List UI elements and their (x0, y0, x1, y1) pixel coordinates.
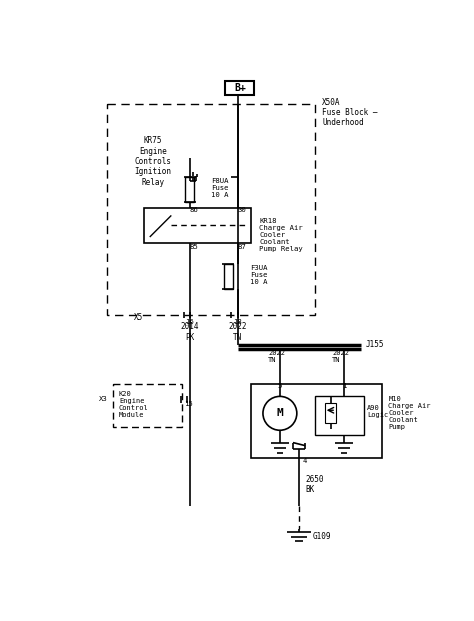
Text: 1: 1 (342, 383, 346, 389)
Text: KR18
Charge Air
Cooler
Coolant
Pump Relay: KR18 Charge Air Cooler Coolant Pump Rela… (259, 218, 303, 252)
Text: A90
Logic: A90 Logic (367, 406, 388, 419)
Bar (251, 384, 383, 458)
Bar (107, 104, 315, 315)
Text: 4: 4 (303, 458, 307, 464)
Text: G109: G109 (313, 532, 331, 541)
Text: F3UA
Fuse
10 A: F3UA Fuse 10 A (250, 266, 267, 286)
Text: F8UA
Fuse
10 A: F8UA Fuse 10 A (211, 178, 229, 199)
Bar (113, 384, 182, 427)
Text: 2022
TN: 2022 TN (268, 350, 285, 363)
Bar (185, 177, 194, 202)
Text: 86: 86 (190, 207, 199, 213)
Text: X5: X5 (134, 314, 144, 322)
Text: J155: J155 (365, 340, 384, 348)
Text: B+: B+ (234, 83, 246, 93)
Text: M: M (276, 409, 283, 419)
Text: KR75
Engine
Controls
Ignition
Relay: KR75 Engine Controls Ignition Relay (134, 136, 171, 187)
Text: 16: 16 (185, 319, 194, 325)
Text: 18: 18 (233, 319, 242, 325)
Circle shape (263, 396, 297, 430)
Text: 5: 5 (278, 383, 282, 389)
Bar (144, 208, 251, 243)
Text: K20
Engine
Control
Module: K20 Engine Control Module (119, 391, 149, 417)
Text: 2014
PK: 2014 PK (181, 322, 199, 342)
Bar (224, 264, 233, 289)
Text: 2022
TN: 2022 TN (332, 350, 349, 363)
Text: 2022
TN: 2022 TN (228, 322, 247, 342)
Text: 87: 87 (237, 244, 246, 250)
Text: 30: 30 (237, 207, 246, 213)
Text: 2650
BK: 2650 BK (305, 475, 324, 494)
Bar (225, 81, 255, 94)
Text: 85: 85 (190, 244, 199, 250)
Text: 15: 15 (183, 401, 192, 407)
Bar (325, 402, 336, 422)
Text: X3: X3 (100, 396, 108, 402)
Text: M10
Charge Air
Cooler
Coolant
Pump: M10 Charge Air Cooler Coolant Pump (389, 396, 431, 430)
Text: X50A
Fuse Block –
Underhood: X50A Fuse Block – Underhood (322, 97, 378, 127)
Bar (315, 396, 364, 435)
